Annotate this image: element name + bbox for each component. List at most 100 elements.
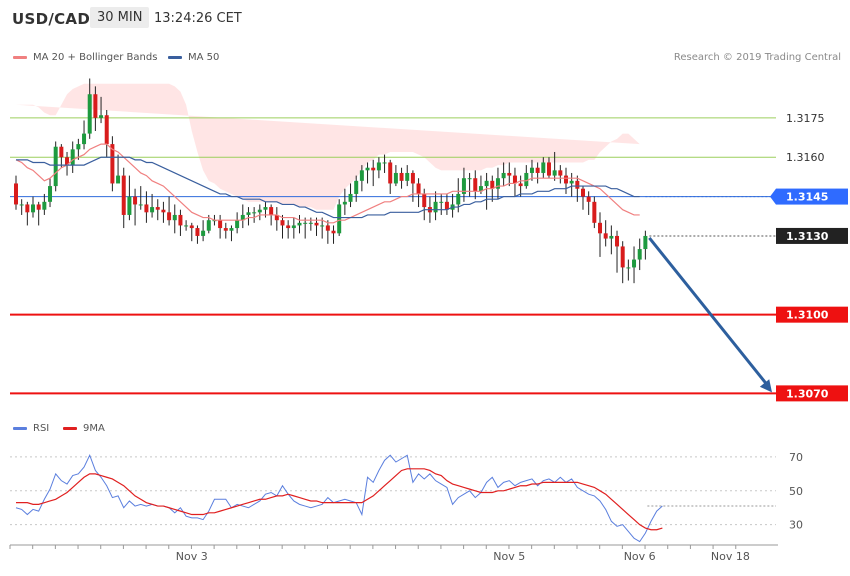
candle-body xyxy=(121,175,126,215)
candle xyxy=(592,196,597,229)
candle xyxy=(501,162,506,187)
candle xyxy=(535,162,540,184)
candle xyxy=(371,159,376,187)
candle xyxy=(450,193,455,218)
candle xyxy=(609,225,614,255)
candle-body xyxy=(314,222,319,226)
legend-9ma: 9MA xyxy=(63,423,105,434)
candle-body xyxy=(297,222,302,226)
candle-body xyxy=(626,267,631,269)
candle xyxy=(218,214,223,239)
candle-body xyxy=(93,94,98,118)
candle-body xyxy=(246,212,251,215)
candle-body xyxy=(478,186,483,192)
candle-body xyxy=(609,235,614,239)
candle xyxy=(603,220,608,247)
candle xyxy=(150,193,155,218)
candle xyxy=(138,186,143,210)
level-label-text: 1.3145 xyxy=(786,191,828,204)
candle-body xyxy=(388,162,393,184)
candle-body xyxy=(161,209,166,213)
candle-body xyxy=(393,172,398,184)
candle-body xyxy=(569,180,574,184)
candle xyxy=(365,162,370,184)
timeframe-badge[interactable]: 30 MIN xyxy=(90,7,150,28)
candle-body xyxy=(586,196,591,202)
candle-body xyxy=(422,193,427,208)
candle xyxy=(144,191,149,223)
candle xyxy=(116,154,121,184)
level-label-bg xyxy=(776,306,848,323)
candle xyxy=(552,151,557,181)
candle-body xyxy=(410,172,415,184)
candle xyxy=(563,167,568,194)
candle xyxy=(291,217,296,239)
x-axis-label: Nov 5 xyxy=(493,550,525,563)
candle-body xyxy=(575,180,580,189)
candle xyxy=(25,201,30,226)
candle xyxy=(110,136,115,192)
candle-body xyxy=(127,196,132,215)
candle xyxy=(76,138,81,160)
candle-body xyxy=(546,162,551,176)
candle xyxy=(620,241,625,284)
candle xyxy=(354,175,359,202)
candle xyxy=(189,222,194,242)
candle-body xyxy=(416,183,421,194)
level-label-text: 1.3100 xyxy=(786,309,829,322)
ma20-line xyxy=(15,143,640,224)
candle-body xyxy=(195,228,200,236)
candle xyxy=(297,214,302,234)
candle xyxy=(626,259,631,281)
candle-body xyxy=(337,204,342,234)
candle xyxy=(512,167,517,197)
level-label-1-3175: 1.3175 xyxy=(786,112,825,125)
candle-body xyxy=(331,230,336,234)
candle-body xyxy=(48,186,53,202)
candle xyxy=(184,220,189,231)
candle xyxy=(581,186,585,210)
candle xyxy=(473,170,478,200)
legend-swatch-ma50 xyxy=(168,56,182,59)
candle xyxy=(274,207,279,231)
candle xyxy=(518,175,523,197)
candle-body xyxy=(82,133,87,145)
header-bar: USD/CAD 30 MIN 13:24:26 CET xyxy=(0,0,850,38)
candle xyxy=(541,157,546,179)
rsi-tick-label: 70 xyxy=(789,451,803,464)
candle-body xyxy=(484,180,489,187)
candle xyxy=(410,170,415,202)
x-axis-label: Nov 6 xyxy=(624,550,656,563)
candle-body xyxy=(490,180,495,189)
candle xyxy=(598,212,603,257)
rsi-ma9-line xyxy=(16,468,663,531)
candle-body xyxy=(461,178,466,194)
candle xyxy=(586,191,591,215)
candle-body xyxy=(632,259,637,268)
candle-body xyxy=(14,183,18,205)
candle-body xyxy=(155,207,160,210)
candle xyxy=(637,238,642,271)
candle xyxy=(36,201,41,226)
candle xyxy=(14,175,18,210)
candle xyxy=(235,212,240,234)
candle-body xyxy=(138,204,143,206)
candle-body xyxy=(405,172,410,181)
candle-body xyxy=(320,225,325,227)
level-label-text: 1.3130 xyxy=(786,230,829,243)
candle-body xyxy=(99,115,104,118)
candle xyxy=(643,230,648,260)
candle-body xyxy=(116,175,121,184)
candle xyxy=(524,165,529,189)
candle-body xyxy=(382,162,387,164)
candle-body xyxy=(308,222,313,224)
candle xyxy=(286,220,291,239)
candle-body xyxy=(172,214,177,221)
candle-body xyxy=(439,201,444,203)
candle xyxy=(70,141,75,173)
candle-body xyxy=(598,222,603,234)
candle-body xyxy=(144,204,149,213)
candle-body xyxy=(87,94,92,134)
candle-body xyxy=(558,170,563,176)
